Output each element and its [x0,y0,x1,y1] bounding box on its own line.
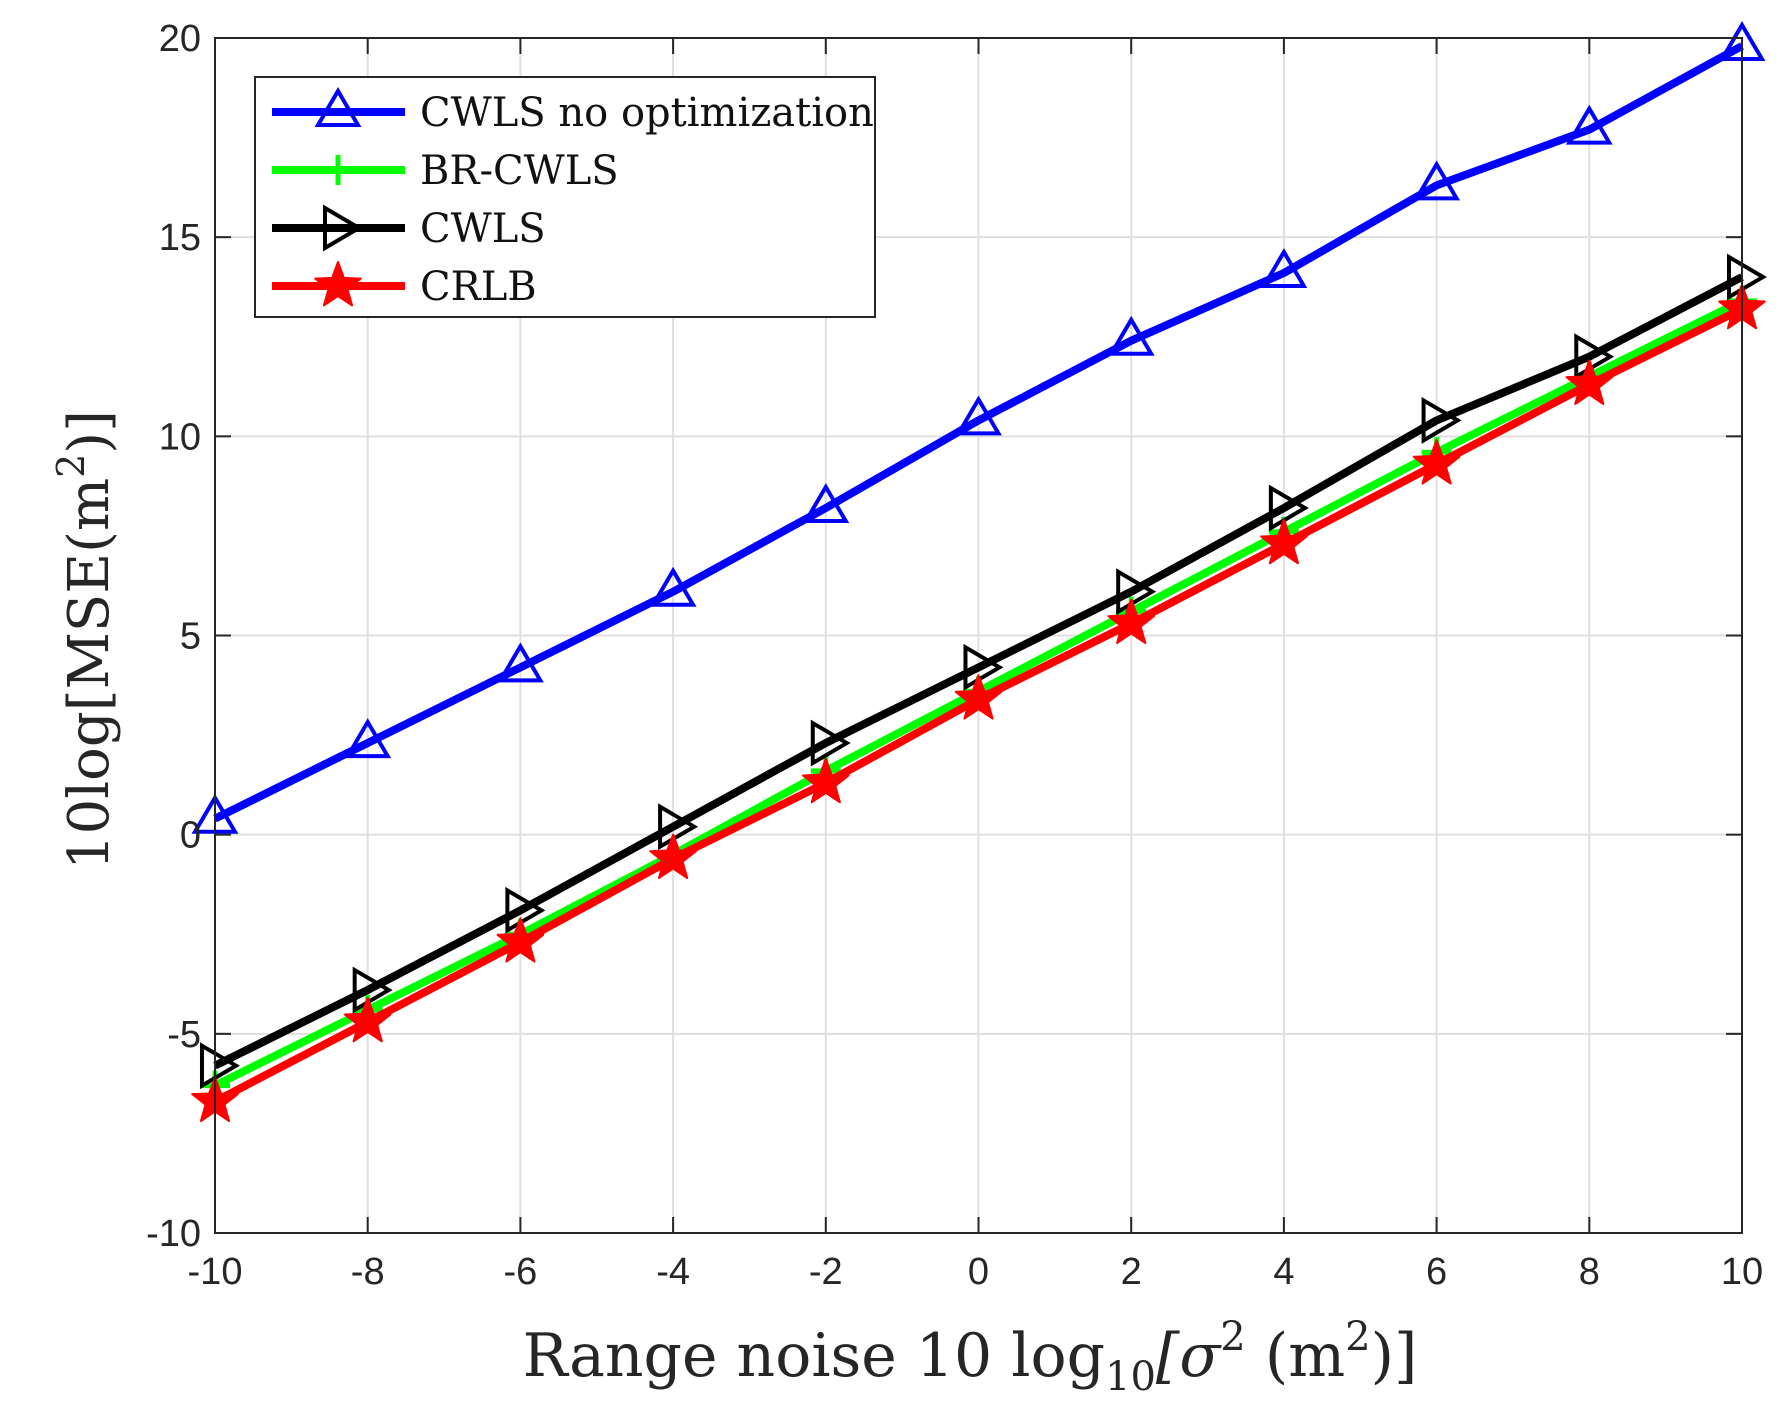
point-cwls-marker [1116,568,1157,616]
legend-label-crlb: CRLB [420,264,537,310]
y-tick-label: 10 [159,416,201,458]
legend-cwls-marker [322,204,363,252]
x-tick-label: 10 [1721,1251,1763,1293]
x-axis-label-sigma: [σ [1156,1321,1222,1391]
point-cwls-no-optimization-marker [496,642,544,683]
point-cwls-no-optimization-marker [802,483,850,524]
x-tick-label: 0 [968,1251,989,1293]
y-tick-label: 5 [180,616,201,658]
point-cwls-marker [810,719,851,767]
series-crlb [191,283,1766,1122]
x-tick-label: -2 [809,1251,843,1293]
point-cwls-marker [963,643,1004,691]
point-crlb-marker [496,917,545,963]
point-crlb-marker [1107,598,1155,644]
series-line-cwls [213,273,1744,1070]
point-cwls-marker [352,966,393,1014]
y-axis-label-prefix: 10log[MSE(m [57,478,122,870]
point-cwls-marker [1574,333,1615,381]
tick-marks [214,37,1743,1234]
x-axis-label-prefix: Range noise 10 log [523,1321,1105,1391]
point-cwls-marker [505,886,546,934]
point-crlb-marker [1412,439,1461,485]
x-tick-label: -8 [351,1251,385,1293]
y-tick-label: -10 [146,1213,201,1255]
legend-label-br-cwls: BR-CWLS [420,148,619,194]
point-cwls-no-optimization-marker [1260,248,1308,289]
x-tick-labels: -10 -8 -6 -4 -2 0 2 4 6 8 10 [188,1251,1764,1293]
legend-box [254,76,876,318]
y-tick-label: 15 [159,217,201,259]
y-tick-label: -5 [167,1014,201,1056]
legend-item-crlb: CRLB [272,261,537,310]
series-cwls-no-optimization [191,21,1766,834]
x-tick-label: -10 [188,1251,243,1293]
x-axis-label-subscript: 10 [1105,1354,1156,1400]
x-tick-label: -4 [656,1251,690,1293]
y-tick-labels: -10 -5 0 5 10 15 20 [146,18,201,1255]
legend: CWLS no optimization BR-CWLS CWLS CRLB [254,76,876,318]
x-tick-label: 4 [1273,1251,1294,1293]
point-cwls-marker [1726,253,1767,301]
point-cwls-marker [658,803,699,851]
x-axis-label-superscript-2: 2 [1345,1314,1370,1360]
point-crlb-marker [343,996,392,1043]
point-cwls-marker [1421,396,1462,444]
x-axis-label-suffix: )] [1371,1321,1418,1391]
point-cwls-marker [1268,484,1309,532]
legend-cwls-no-optimization-marker [314,87,362,128]
legend-label-cwls: CWLS [420,206,546,252]
x-axis-label-superscript-1: 2 [1220,1314,1245,1360]
x-axis-label: Range noise 10 log10[σ2 (m2)] [523,1314,1418,1400]
point-cwls-no-optimization-marker [649,566,697,607]
x-tick-label: 8 [1579,1251,1600,1293]
y-tick-label: 20 [159,18,201,60]
legend-item-br-cwls: BR-CWLS [272,148,619,194]
legend-item-cwls: CWLS [272,204,546,252]
x-tick-label: 6 [1426,1251,1447,1293]
y-tick-label: 0 [180,815,201,857]
y-axis-label: 10log[MSE(m2)] [49,410,122,870]
point-crlb-marker [1260,518,1308,565]
series-line-cwls-no-optimization [213,42,1744,823]
point-cwls-no-optimization-marker [955,395,1002,436]
x-tick-label: 2 [1121,1251,1142,1293]
point-cwls-no-optimization-marker [344,718,392,759]
series-cwls [199,253,1767,1090]
legend-label-cwls-no-optimization: CWLS no optimization [420,90,874,136]
x-tick-label: -6 [504,1251,538,1293]
point-crlb-marker [954,674,1003,720]
x-axis-label-units: (m [1246,1321,1345,1391]
point-cwls-no-optimization-marker [1413,160,1461,201]
point-crlb-marker [649,833,697,879]
point-cwls-no-optimization-marker [1107,315,1155,356]
point-cwls-marker [199,1042,240,1090]
y-axis-label-suffix: )] [57,410,122,454]
legend-br-cwls-marker [323,155,353,185]
point-cwls-no-optimization-marker [1565,104,1613,145]
legend-item-cwls-no-optimization: CWLS no optimization [272,87,874,136]
legend-crlb-marker [314,261,362,307]
series-group [191,21,1767,1122]
point-crlb-marker [1565,359,1614,405]
y-axis-label-superscript: 2 [49,454,93,478]
point-crlb-marker [802,757,850,804]
